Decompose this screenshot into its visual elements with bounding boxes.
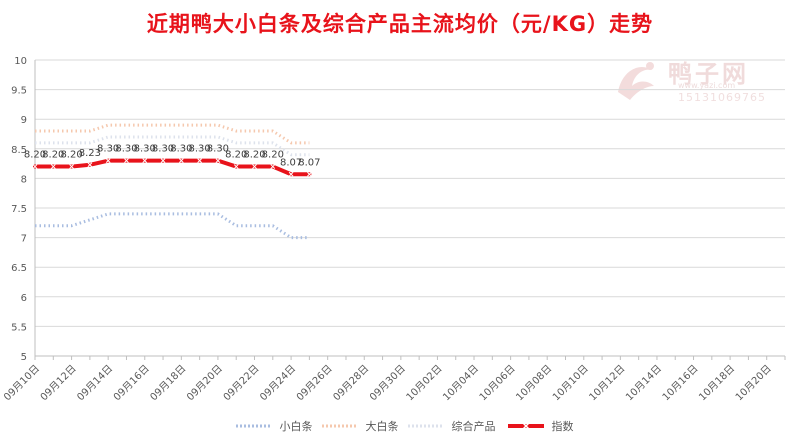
duck-logo-icon — [618, 62, 654, 100]
series-line-1 — [35, 123, 310, 145]
x-tick-label: 09月24日 — [258, 363, 299, 404]
data-label: 8.20 — [243, 150, 265, 161]
data-label: 8.30 — [115, 144, 137, 155]
legend-swatch-dabaitiao — [322, 424, 358, 428]
y-tick-label: 9.5 — [11, 86, 27, 97]
legend-item-zonghe: 综合产品 — [408, 418, 496, 434]
x-tick-label: 10月10日 — [550, 363, 591, 404]
x-tick-label: 09月10日 — [1, 363, 42, 404]
x-tick-label: 09月22日 — [221, 363, 262, 404]
y-tick-label: 10 — [14, 56, 27, 67]
y-tick-label: 9 — [21, 115, 27, 126]
data-label: 8.20 — [42, 150, 64, 161]
legend-label-zonghe: 综合产品 — [451, 420, 496, 433]
data-label: 8.30 — [189, 144, 211, 155]
x-tick-label: 09月14日 — [75, 363, 116, 404]
data-label: 8.20 — [24, 150, 46, 161]
data-label: 8.20 — [60, 150, 82, 161]
data-label: 8.30 — [152, 144, 174, 155]
series-marker — [160, 158, 166, 163]
y-tick-label: 6 — [21, 293, 27, 304]
series-marker — [270, 164, 276, 169]
series-marker — [50, 164, 56, 169]
series-marker — [142, 158, 148, 163]
x-tick-label: 10月08日 — [514, 363, 555, 404]
chart-legend: 小白条 大白条 综合产品 指数 — [0, 418, 800, 438]
x-tick-label: 09月18日 — [148, 363, 189, 404]
x-tick-label: 09月30日 — [367, 363, 408, 404]
series-line-3 — [33, 158, 312, 177]
series-marker — [105, 158, 111, 163]
series-marker — [32, 164, 38, 169]
series-marker — [197, 158, 202, 163]
data-label: 8.07 — [298, 157, 320, 168]
x-tick-label: 09月26日 — [294, 363, 335, 404]
y-tick-label: 7 — [21, 234, 27, 245]
series-marker — [69, 164, 74, 169]
x-tick-label: 10月16日 — [660, 363, 701, 404]
legend-swatch-xiaobaitiao — [236, 424, 272, 428]
data-label: 8.30 — [134, 144, 156, 155]
x-tick-label: 10月14日 — [623, 363, 664, 404]
series-marker — [233, 164, 239, 169]
series-marker — [215, 158, 221, 163]
x-tick-label: 10月04日 — [440, 363, 481, 404]
legend-item-xiaobaitiao: 小白条 — [236, 418, 313, 434]
y-tick-label: 5.5 — [11, 322, 27, 333]
x-tick-label: 09月28日 — [331, 363, 372, 404]
chart-title: 近期鸭大小白条及综合产品主流均价（元/KG）走势 — [146, 12, 654, 36]
series-marker — [124, 158, 129, 163]
series-marker — [288, 171, 294, 177]
legend-item-zhishu: 指数 — [508, 418, 574, 434]
watermark-logo: 鸭子网 www.yazi.com 15131069765 — [610, 52, 795, 110]
watermark-url: www.yazi.com — [678, 81, 736, 90]
series-marker — [252, 164, 257, 169]
y-tick-label: 6.5 — [11, 263, 27, 274]
legend-label-xiaobaitiao: 小白条 — [279, 420, 313, 433]
data-label: 8.20 — [262, 150, 284, 161]
x-tick-label: 10月06日 — [477, 363, 518, 404]
x-tick-label: 10月18日 — [697, 363, 738, 404]
data-label: 8.20 — [225, 150, 247, 161]
series-line-0 — [35, 212, 310, 240]
series-line-2 — [35, 135, 310, 157]
series-marker — [178, 158, 184, 163]
watermark-phone: 15131069765 — [678, 91, 766, 104]
y-tick-label: 5 — [21, 352, 27, 363]
legend-swatch-zhishu — [508, 422, 544, 430]
y-tick-label: 8.5 — [11, 145, 27, 156]
legend-item-dabaitiao: 大白条 — [322, 418, 399, 434]
series-marker — [87, 162, 93, 168]
data-label: 8.23 — [79, 148, 101, 159]
x-tick-label: 09月20日 — [184, 363, 225, 404]
y-tick-label: 7.5 — [11, 204, 27, 215]
data-label: 8.30 — [97, 144, 119, 155]
x-tick-label: 09月16日 — [111, 363, 152, 404]
x-tick-label: 10月02日 — [404, 363, 445, 404]
x-tick-label: 10月12日 — [587, 363, 628, 404]
x-tick-label: 10月20日 — [733, 363, 774, 404]
y-tick-label: 8 — [21, 174, 27, 185]
legend-label-zhishu: 指数 — [551, 420, 574, 433]
watermark-name: 鸭子网 — [668, 59, 749, 88]
data-label: 8.30 — [207, 144, 229, 155]
x-tick-label: 09月12日 — [38, 363, 79, 404]
data-label: 8.07 — [280, 157, 302, 168]
series-marker — [307, 171, 312, 177]
legend-label-dabaitiao: 大白条 — [365, 420, 399, 433]
data-label: 8.30 — [170, 144, 192, 155]
legend-swatch-zonghe — [408, 424, 444, 428]
